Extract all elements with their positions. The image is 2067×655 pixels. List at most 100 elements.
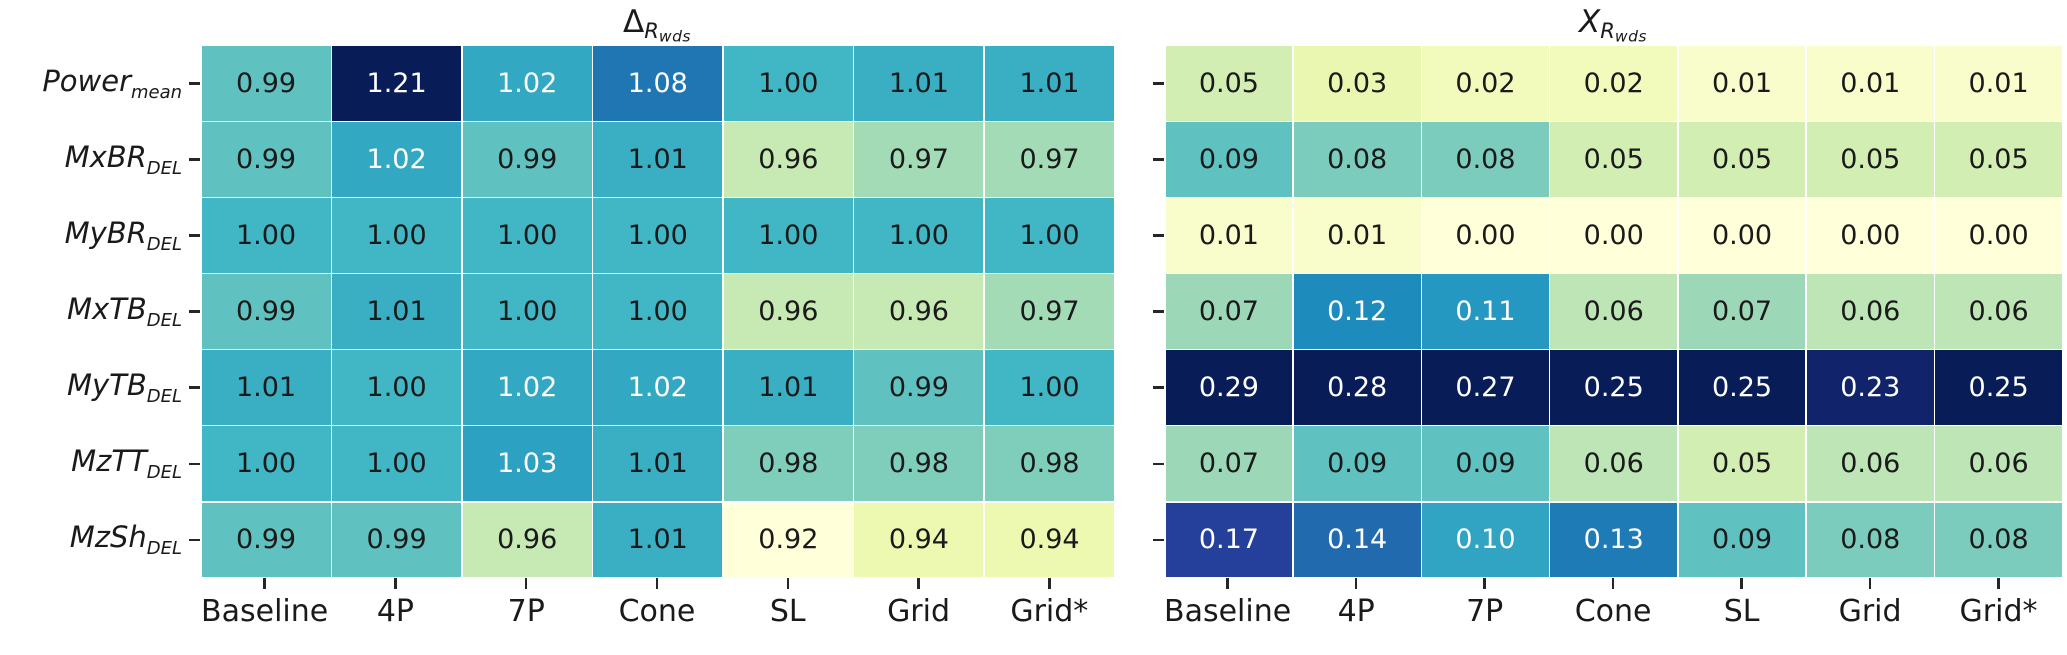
- row-label-box: [1120, 503, 1164, 578]
- y-tick-mark: [189, 538, 200, 542]
- heatmap-row: MxTBDEL 0.99 1.01 1.00 1.00 0.96 0.96 0.97: [2, 274, 1115, 349]
- heatmap-cell: 0.09: [1165, 122, 1293, 197]
- row-label: Powermean: [42, 63, 182, 103]
- column-label: SL: [769, 594, 806, 629]
- heatmap-row: 0.07 0.12 0.11 0.06 0.07 0.06 0.06: [1120, 274, 2062, 349]
- chart-title-symbol: X: [1579, 4, 1601, 40]
- heatmap-row-cells: 0.07 0.09 0.09 0.06 0.05 0.06 0.06: [1165, 426, 2063, 502]
- y-tick-mark: [189, 234, 200, 237]
- heatmap-row-cells: 1.00 1.00 1.00 1.00 1.00 1.00 1.00: [201, 198, 1115, 273]
- column-label-group: Grid*: [1935, 578, 2062, 629]
- chart-title-subscript: R: [1600, 17, 1615, 43]
- column-label: 7P: [507, 594, 545, 629]
- heatmap-row-cells: 1.01 1.00 1.02 1.02 1.01 0.99 1.00: [201, 350, 1115, 425]
- column-label: Grid*: [1010, 594, 1089, 629]
- x-axis-labels: Baseline 4P 7P Cone SL Grid Grid*: [200, 578, 1114, 629]
- y-tick-mark: [1153, 310, 1164, 313]
- row-label: MyBRDEL: [64, 216, 182, 255]
- heatmap-row-cells: 0.01 0.01 0.00 0.00 0.00 0.00 0.00: [1165, 198, 2063, 273]
- heatmap-cell: 0.05: [1550, 122, 1678, 197]
- y-tick-mark: [189, 386, 200, 389]
- heatmap-cell: 0.00: [1550, 198, 1678, 273]
- heatmap-row-cells: 0.99 0.99 0.96 1.01 0.92 0.94 0.94: [201, 502, 1115, 578]
- heatmap-row-cells: 0.07 0.12 0.11 0.06 0.07 0.06 0.06: [1165, 274, 2063, 349]
- heatmap-cell: 0.23: [1806, 350, 1934, 425]
- y-tick-mark: [1153, 158, 1164, 161]
- row-label-subscript: DEL: [146, 538, 182, 560]
- heatmap-cell: 0.08: [1293, 122, 1421, 197]
- heatmap-cell: 1.02: [593, 350, 723, 425]
- heatmap-cell: 0.99: [201, 502, 331, 578]
- column-label-group: Baseline: [1164, 578, 1291, 629]
- y-tick-mark: [189, 310, 200, 313]
- heatmap-cell: 0.05: [1678, 122, 1806, 197]
- heatmap-cell: 0.94: [984, 502, 1115, 578]
- heatmap-cell: 1.00: [201, 426, 331, 502]
- column-label: 4P: [1337, 594, 1375, 629]
- heatmap-cell: 0.00: [1678, 198, 1806, 273]
- heatmap-cell: 0.99: [462, 122, 592, 197]
- heatmap-cell: 1.02: [462, 46, 592, 121]
- heatmap-cell: 1.01: [593, 502, 723, 578]
- heatmap-row-cells: 0.09 0.08 0.08 0.05 0.05 0.05 0.05: [1165, 122, 2063, 197]
- heatmap-row-cells: 0.05 0.03 0.02 0.02 0.01 0.01 0.01: [1165, 46, 2063, 121]
- row-label-box: Powermean: [2, 46, 200, 121]
- heatmap-row: 0.07 0.09 0.09 0.06 0.05 0.06 0.06: [1120, 426, 2063, 502]
- heatmap-cell: 0.96: [723, 122, 853, 197]
- heatmap-row-cells: 0.99 1.01 1.00 1.00 0.96 0.96 0.97: [201, 274, 1115, 349]
- row-label-subscript: DEL: [146, 462, 182, 484]
- heatmap-cell: 0.25: [1550, 350, 1678, 425]
- heatmap-cell: 0.05: [1935, 122, 2062, 197]
- heatmap-row: MyBRDEL 1.00 1.00 1.00 1.00 1.00 1.00 1.00: [2, 198, 1115, 273]
- row-label-box: MzTTDEL: [2, 426, 200, 501]
- column-label: Grid: [1838, 594, 1902, 629]
- row-label: MxTBDEL: [67, 292, 182, 331]
- heatmap-cell: 1.08: [593, 46, 723, 121]
- x-tick-mark: [1997, 578, 2000, 589]
- heatmap-cell: 0.05: [1678, 426, 1806, 502]
- heatmap-cell: 1.02: [332, 122, 462, 197]
- heatmap-cell: 1.00: [593, 198, 723, 273]
- heatmap-cell: 1.00: [723, 46, 853, 121]
- heatmap-cell: 1.00: [723, 198, 853, 273]
- heatmap-panel-x: XRwds 0.05 0.03 0.02 0.02 0.01 0.01 0.01 0.09 0.0…: [1120, 0, 2062, 655]
- x-tick-mark: [786, 578, 790, 589]
- heatmap-cell: 0.96: [723, 274, 853, 349]
- x-tick-mark: [1226, 578, 1229, 589]
- column-label: Cone: [618, 594, 696, 629]
- heatmap-cell: 1.01: [984, 46, 1115, 121]
- heatmap-row: 0.05 0.03 0.02 0.02 0.01 0.01 0.01: [1120, 46, 2062, 121]
- heatmap-cell: 0.94: [854, 502, 984, 578]
- heatmap-cell: 0.11: [1422, 274, 1549, 349]
- heatmap-row-cells: 0.99 1.02 0.99 1.01 0.96 0.97 0.97: [201, 122, 1115, 197]
- heatmap-cell: 0.28: [1293, 350, 1421, 425]
- heatmap-cell: 1.03: [462, 426, 592, 502]
- heatmap-cell: 1.01: [854, 46, 984, 121]
- column-label: SL: [1723, 594, 1760, 629]
- heatmap-cell: 0.09: [1422, 426, 1549, 502]
- row-label-box: MzShDEL: [2, 503, 200, 578]
- heatmap-cell: 0.03: [1293, 46, 1421, 121]
- column-label-group: 4P: [331, 578, 460, 629]
- heatmap-cell: 0.98: [723, 426, 853, 502]
- heatmap-cell: 0.01: [1165, 198, 1293, 273]
- heatmap-cell: 0.06: [1935, 274, 2062, 349]
- heatmap-row-cells: 0.99 1.21 1.02 1.08 1.00 1.01 1.01: [201, 46, 1115, 121]
- row-label-subscript: DEL: [146, 386, 182, 408]
- chart-title-subscript: R: [644, 17, 659, 43]
- y-tick-mark: [1153, 462, 1164, 466]
- heatmap-cell: 0.06: [1806, 274, 1934, 349]
- heatmap-row: MzShDEL 0.99 0.99 0.96 1.01 0.92 0.94 0.94: [2, 502, 1115, 578]
- heatmap-cell: 0.08: [1422, 122, 1549, 197]
- heatmap-cell: 0.00: [1422, 198, 1549, 273]
- heatmap-cell: 0.05: [1806, 122, 1934, 197]
- heatmap-cell: 0.01: [1806, 46, 1934, 121]
- x-tick-mark: [1611, 578, 1615, 589]
- heatmap-cell: 0.09: [1678, 502, 1806, 578]
- chart-title-subsubscript: wds: [1614, 27, 1647, 46]
- heatmap-row: 0.01 0.01 0.00 0.00 0.00 0.00 0.00: [1120, 198, 2062, 273]
- x-tick-mark: [1483, 578, 1486, 589]
- row-label-box: MxBRDEL: [2, 122, 200, 197]
- chart-title-subsubscript: wds: [658, 27, 691, 46]
- column-label-group: 7P: [1421, 578, 1548, 629]
